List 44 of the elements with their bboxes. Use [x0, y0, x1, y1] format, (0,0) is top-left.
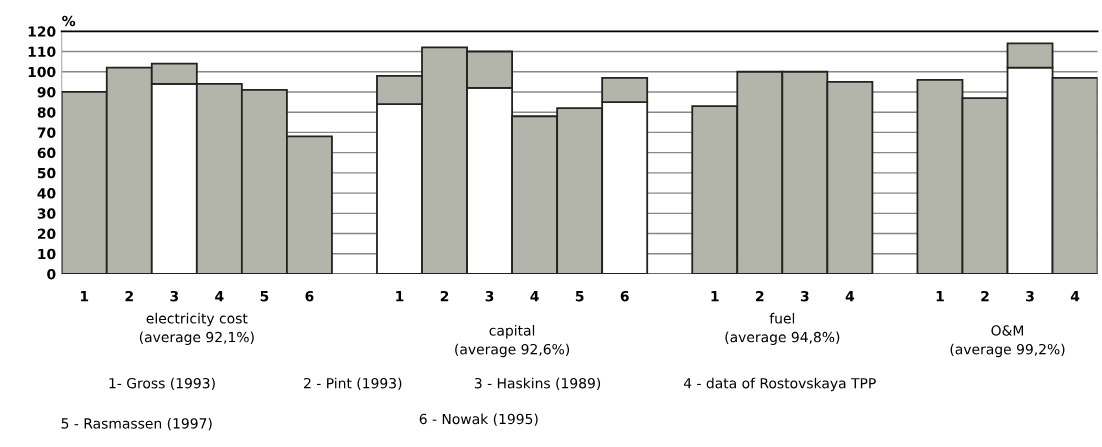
- text: fuel (average 94,8%): [725, 312, 840, 346]
- x-tick-label: 3: [1026, 290, 1034, 302]
- x-tick-label: 5: [575, 291, 584, 302]
- x-tick-label: 1: [80, 291, 89, 302]
- text: O&M (average 99,2%): [950, 325, 1065, 358]
- x-tick-label: 5: [260, 291, 269, 302]
- x-tick-label: 3: [170, 290, 179, 302]
- text: electricity cost (average 92,1%): [139, 312, 254, 346]
- text: 4 - data of Rostovskaya TPP: [683, 377, 876, 392]
- y-tick-label: 120: [28, 26, 56, 37]
- y-tick-label: 20: [37, 228, 56, 240]
- y-tick-label: 50: [37, 167, 56, 179]
- x-tick-label: 1: [936, 291, 944, 302]
- x-tick-label: 2: [981, 290, 989, 302]
- x-tick-label: 6: [305, 290, 314, 302]
- y-tick-label: 110: [28, 46, 56, 57]
- x-tick-label: 4: [215, 291, 224, 302]
- y-tick-label: 90: [37, 86, 56, 98]
- x-tick-label: 2: [756, 290, 764, 302]
- y-tick-label: 70: [37, 127, 56, 138]
- y-tick-label: 10: [38, 248, 56, 260]
- x-tick-label: 4: [845, 291, 855, 302]
- x-tick-label: 4: [530, 291, 539, 302]
- y-tick-label: 100: [28, 66, 56, 78]
- x-tick-label: 2: [125, 290, 133, 302]
- y-tick-label: 30: [37, 208, 56, 219]
- x-tick-label: 2: [440, 290, 449, 302]
- y-tick-label: 60: [37, 147, 56, 159]
- x-tick-label: 3: [800, 290, 809, 302]
- x-tick-label: 1: [711, 291, 719, 302]
- text: capital (average 92,6%): [455, 324, 570, 358]
- y-tick-label: 0: [47, 268, 56, 280]
- y-tick-label: 40: [37, 188, 56, 199]
- text: 3 - Haskins (1989): [474, 377, 601, 391]
- y-axis-title: %: [62, 15, 76, 27]
- x-tick-label: 6: [620, 290, 629, 302]
- text: 5 - Rasmassen (1997): [61, 417, 212, 431]
- text: 6 - Nowak (1995): [419, 413, 538, 426]
- text: 1- Gross (1993): [109, 377, 215, 391]
- y-tick-label: 80: [37, 107, 56, 118]
- x-tick-label: 4: [1070, 291, 1080, 302]
- text: 2 - Pint (1993): [304, 377, 402, 391]
- x-tick-label: 1: [396, 291, 404, 302]
- x-tick-label: 3: [485, 290, 494, 302]
